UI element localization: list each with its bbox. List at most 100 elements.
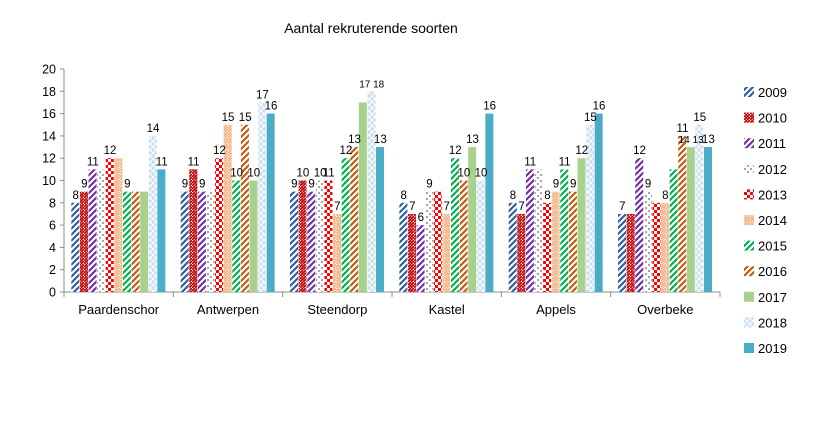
bar xyxy=(485,113,494,292)
bar xyxy=(626,213,635,292)
bar xyxy=(635,158,644,292)
data-label: 8 xyxy=(400,190,406,202)
legend-swatch xyxy=(744,317,754,328)
legend-swatch xyxy=(744,266,754,277)
bar xyxy=(249,180,258,292)
x-tick-label: Kastel xyxy=(429,302,465,317)
bar xyxy=(618,213,627,292)
bar xyxy=(652,202,661,292)
bar xyxy=(551,191,560,292)
legend-label: 2016 xyxy=(758,264,787,279)
bar xyxy=(577,158,586,292)
legend-swatch xyxy=(744,240,754,251)
bar xyxy=(669,169,678,292)
x-tick-label: Paardenschor xyxy=(78,302,160,317)
legend-label: 2015 xyxy=(758,239,787,254)
data-label: 9 xyxy=(570,179,576,191)
bar xyxy=(476,180,485,292)
data-label: 16 xyxy=(593,101,606,113)
bar xyxy=(358,102,367,292)
bar xyxy=(88,169,97,292)
data-label: 9 xyxy=(645,179,651,191)
data-label: 14 13 xyxy=(679,135,704,146)
bar xyxy=(508,202,517,292)
data-label: 7 xyxy=(334,201,340,213)
bar xyxy=(131,191,140,292)
data-label: 13 xyxy=(348,134,361,146)
data-label: 15 xyxy=(584,112,597,124)
bar xyxy=(468,147,477,292)
data-label: 12 xyxy=(633,145,646,157)
legend: 2009 2010 2011 2012 2013 2014 2015 2016 2017 2018… xyxy=(744,85,787,356)
data-label: 9 xyxy=(124,179,130,191)
bar xyxy=(215,158,224,292)
data-label: 12 xyxy=(213,145,226,157)
bar xyxy=(105,158,114,292)
bar xyxy=(643,191,652,292)
bar xyxy=(399,202,408,292)
bar xyxy=(232,180,241,292)
bar xyxy=(148,135,157,292)
bar xyxy=(407,213,416,292)
legend-swatch xyxy=(744,215,754,225)
bar xyxy=(367,91,376,292)
data-label: 13 xyxy=(702,134,715,146)
data-label: 15 xyxy=(222,112,235,124)
bar xyxy=(517,213,526,292)
data-label: 10 xyxy=(314,168,327,180)
data-label: 14 xyxy=(147,123,160,135)
data-label: 17 xyxy=(256,89,269,101)
bar xyxy=(79,191,88,292)
legend-label: 2017 xyxy=(758,290,787,305)
bar xyxy=(416,225,425,292)
bar xyxy=(568,191,577,292)
bar xyxy=(333,213,342,292)
legend-label: 2009 xyxy=(758,85,787,100)
bar xyxy=(97,169,106,292)
bar xyxy=(425,191,434,292)
data-label: 9 xyxy=(308,179,314,191)
y-tick-label: 10 xyxy=(42,174,56,188)
data-label: 16 xyxy=(265,101,278,113)
legend-swatch xyxy=(744,87,754,97)
data-label: 8 xyxy=(662,190,668,202)
data-label: 17 18 xyxy=(359,79,384,90)
bar xyxy=(197,191,206,292)
data-label: 8 xyxy=(510,190,516,202)
data-label: 6 xyxy=(418,212,424,224)
y-tick-label: 12 xyxy=(42,152,56,166)
bar xyxy=(315,180,324,292)
data-label: 9 xyxy=(81,179,87,191)
data-label: 15 xyxy=(693,112,706,124)
legend-label: 2019 xyxy=(758,341,787,356)
data-label: 13 xyxy=(466,134,479,146)
data-label: 10 xyxy=(457,168,470,180)
data-label: 15 xyxy=(239,112,252,124)
legend-swatch xyxy=(744,163,754,174)
data-labels: 8911129141191191215101510171691091011712… xyxy=(72,79,714,224)
data-label: 10 xyxy=(475,168,488,180)
bar xyxy=(122,191,131,292)
bar xyxy=(450,158,459,292)
legend-label: 2010 xyxy=(758,111,787,126)
data-label: 11 xyxy=(677,123,689,135)
data-label: 11 xyxy=(524,156,536,168)
data-label: 11 xyxy=(323,168,335,180)
bar xyxy=(206,191,215,292)
bar xyxy=(376,147,385,292)
bar xyxy=(324,180,333,292)
data-label: 11 xyxy=(188,156,200,168)
data-label: 10 xyxy=(247,168,260,180)
data-label: 9 xyxy=(199,179,205,191)
y-tick-label: 14 xyxy=(42,129,56,143)
bar xyxy=(157,169,166,292)
legend-swatch xyxy=(744,112,754,123)
legend-swatch xyxy=(744,138,754,149)
data-label: 9 xyxy=(553,179,559,191)
y-tick-label: 8 xyxy=(49,196,56,210)
data-label: 16 xyxy=(483,101,496,113)
data-label: 7 xyxy=(518,201,524,213)
bar xyxy=(114,158,123,292)
data-label: 7 xyxy=(409,201,415,213)
